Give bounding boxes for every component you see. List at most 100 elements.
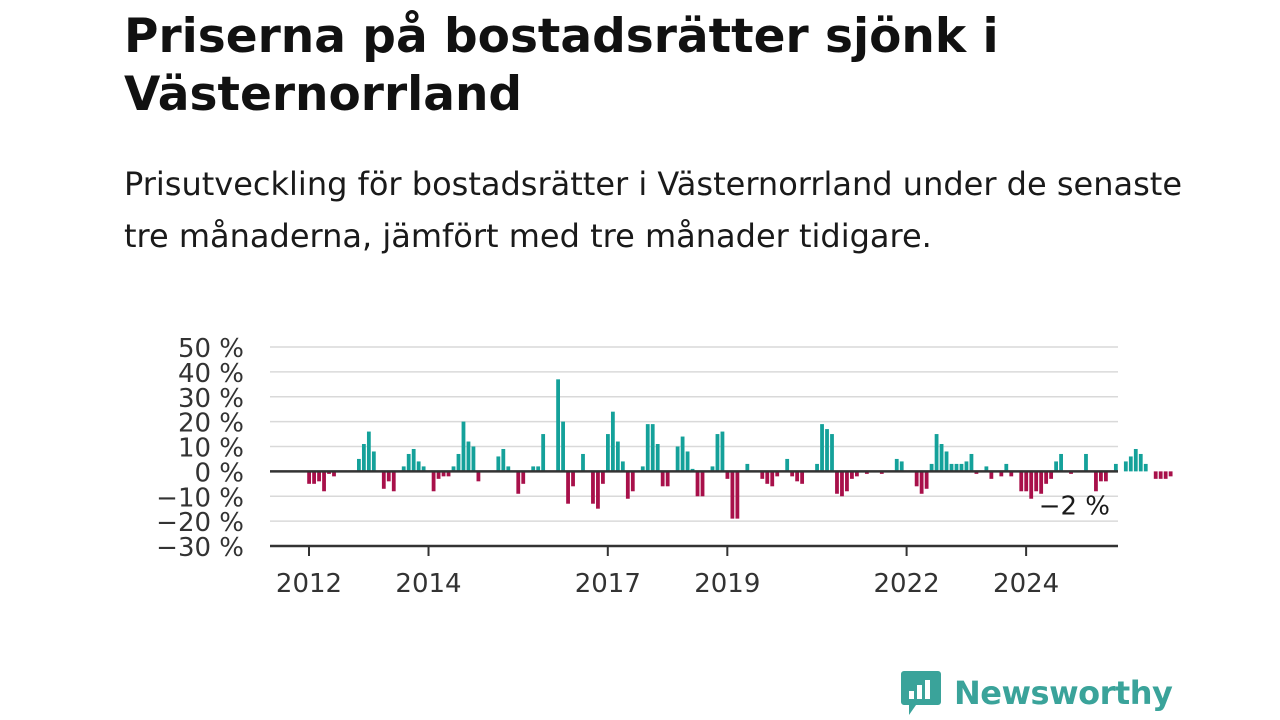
bar — [650, 424, 655, 472]
bar — [421, 466, 426, 472]
bar — [461, 421, 466, 472]
bar — [984, 466, 989, 472]
bar — [949, 463, 954, 472]
bar — [496, 456, 501, 472]
bar — [571, 471, 575, 487]
bar — [964, 461, 969, 472]
x-tick-label: 2012 — [276, 569, 342, 599]
bar — [700, 471, 705, 497]
bar — [371, 451, 376, 472]
bar — [1158, 471, 1163, 479]
bar — [601, 471, 605, 484]
bar — [855, 471, 859, 477]
x-tick-label: 2019 — [694, 569, 760, 599]
bar — [317, 471, 321, 482]
bar — [1054, 461, 1058, 472]
bar — [665, 471, 670, 487]
bar — [720, 431, 725, 472]
bar — [1094, 471, 1098, 492]
bar — [899, 461, 904, 472]
x-tick-label: 2022 — [874, 569, 940, 599]
bar — [800, 471, 805, 484]
bar — [476, 471, 481, 482]
bar — [386, 471, 391, 482]
brand-logo: Newsworthy — [900, 668, 1173, 718]
bar — [919, 471, 924, 494]
bar — [620, 461, 625, 472]
bar — [715, 434, 720, 472]
bar — [1039, 471, 1044, 494]
bar — [1163, 471, 1168, 479]
bar — [969, 453, 974, 472]
bar — [710, 466, 715, 472]
bar — [959, 463, 964, 472]
y-tick-label: 0 % — [194, 458, 244, 488]
bar — [1084, 453, 1088, 472]
y-tick-label: 50 % — [178, 334, 244, 364]
bar — [307, 471, 311, 484]
y-tick-label: 10 % — [178, 434, 244, 464]
bar — [516, 471, 521, 494]
bar — [1034, 471, 1039, 492]
bar — [735, 471, 740, 519]
bar — [456, 453, 461, 472]
bar — [466, 441, 471, 472]
bar — [361, 444, 366, 472]
bar — [954, 463, 959, 472]
bar — [685, 451, 690, 472]
bar — [1133, 448, 1138, 472]
brand-name: Newsworthy — [954, 674, 1173, 712]
bar — [1128, 456, 1133, 472]
bar — [357, 458, 361, 472]
bar — [1104, 471, 1108, 482]
y-tick-label: 20 % — [178, 409, 244, 439]
bar — [441, 471, 446, 477]
bar — [1004, 463, 1009, 472]
last-value-annotation: −2 % — [1039, 491, 1110, 521]
bar — [820, 424, 824, 472]
bar — [436, 471, 441, 479]
bar — [1123, 461, 1128, 472]
bar — [1099, 471, 1103, 482]
bar — [850, 471, 854, 479]
bar — [939, 444, 944, 472]
y-tick-label: −30 % — [156, 533, 244, 563]
bar — [1168, 471, 1173, 477]
bar — [745, 463, 750, 472]
bar — [406, 453, 411, 472]
bar — [989, 471, 994, 479]
bar — [556, 379, 560, 472]
bar — [411, 448, 416, 472]
bar — [785, 458, 790, 472]
bar — [591, 471, 595, 504]
page-title: Priserna på bostadsrätter sjönk i Väster… — [124, 9, 999, 122]
page-subtitle: Prisutveckling för bostadsrätter i Väste… — [124, 165, 1182, 255]
bar — [615, 441, 620, 472]
x-tick-label: 2017 — [575, 569, 641, 599]
bar — [566, 471, 570, 504]
bar — [312, 471, 316, 484]
price-change-bar-chart: 50 %40 %30 %20 %10 %0 %−10 %−20 %−30 % 20… — [156, 334, 1173, 599]
x-tick-label: 2014 — [395, 569, 461, 599]
bar — [606, 434, 610, 472]
bar — [1044, 471, 1049, 484]
bar — [840, 471, 844, 497]
bar — [446, 471, 451, 477]
bar — [845, 471, 849, 492]
bar — [640, 466, 645, 472]
bar — [894, 458, 899, 472]
bar — [695, 471, 700, 497]
bar — [645, 424, 650, 472]
bar — [1113, 463, 1118, 472]
bar — [561, 421, 565, 472]
bar — [730, 471, 735, 519]
bar — [765, 471, 770, 484]
bar — [451, 466, 456, 472]
bar — [835, 471, 839, 494]
bar — [581, 453, 585, 472]
bar — [596, 471, 600, 509]
bar — [680, 436, 685, 472]
bar — [924, 471, 929, 489]
bar — [416, 461, 421, 472]
y-tick-label: 30 % — [178, 384, 244, 414]
